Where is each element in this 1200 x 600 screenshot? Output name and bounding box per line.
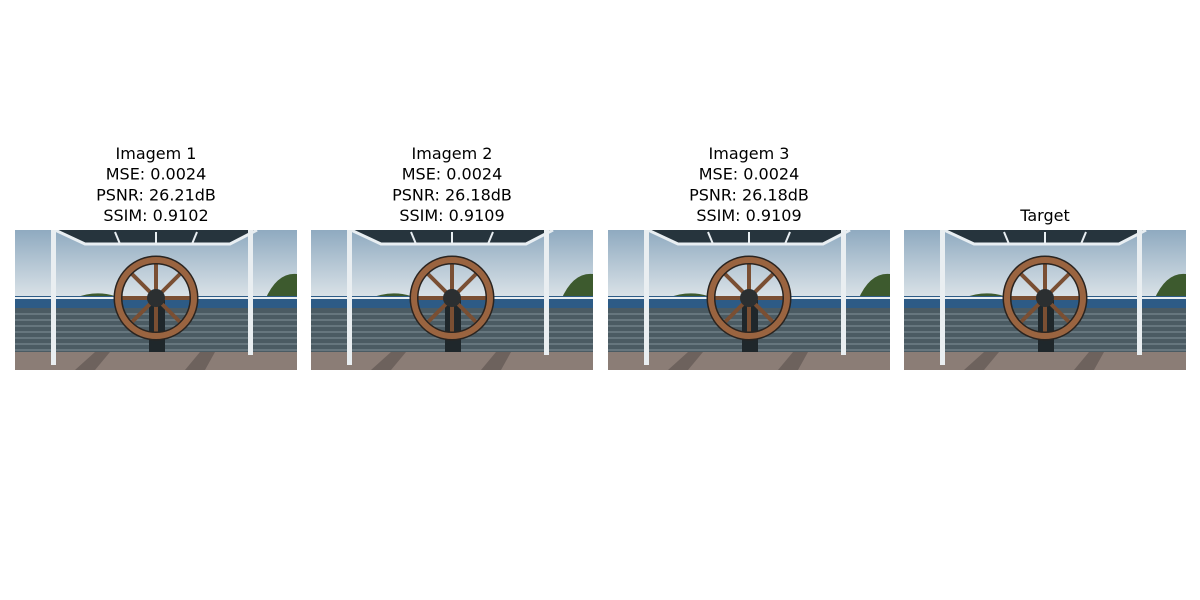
panel-title: PSNR: 26.21dB xyxy=(96,185,216,204)
panel-title: MSE: 0.0024 xyxy=(699,165,800,184)
panel-image xyxy=(311,230,593,370)
panel-title: SSIM: 0.9102 xyxy=(103,206,208,225)
panel-title: MSE: 0.0024 xyxy=(106,165,207,184)
panel-title: Target xyxy=(1019,206,1070,225)
panel-title: Imagem 1 xyxy=(116,144,197,163)
panel-image xyxy=(608,230,890,370)
panel-title: Imagem 2 xyxy=(412,144,493,163)
panel-image xyxy=(15,230,297,370)
panel-image xyxy=(904,230,1186,370)
panel-title: PSNR: 26.18dB xyxy=(392,185,512,204)
panel-title: PSNR: 26.18dB xyxy=(689,185,809,204)
panel-title: MSE: 0.0024 xyxy=(402,165,503,184)
panel-title: SSIM: 0.9109 xyxy=(399,206,504,225)
panel-title: SSIM: 0.9109 xyxy=(696,206,801,225)
panel-title: Imagem 3 xyxy=(709,144,790,163)
